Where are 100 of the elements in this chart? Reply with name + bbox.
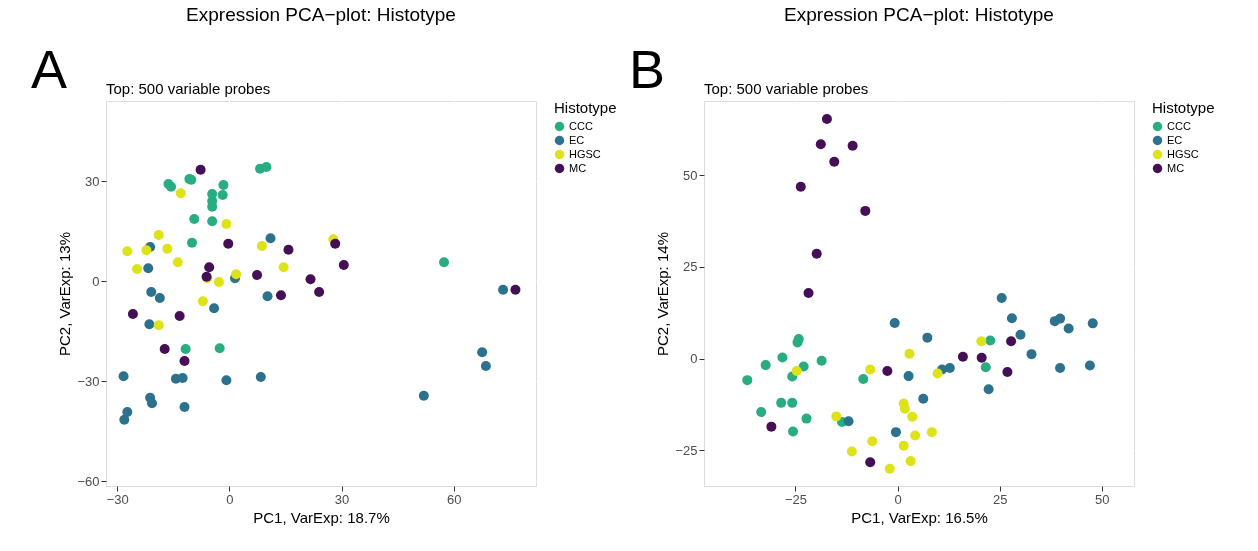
- legend-label: MC: [569, 161, 587, 174]
- point: [119, 414, 130, 425]
- point: [498, 284, 509, 295]
- point: [867, 436, 878, 447]
- point: [756, 407, 767, 417]
- point: [787, 397, 798, 408]
- point: [795, 181, 806, 192]
- point: [884, 463, 895, 474]
- y-tick-label: 30: [85, 173, 100, 189]
- point: [904, 348, 915, 359]
- point: [153, 230, 164, 240]
- point: [127, 309, 138, 319]
- point: [143, 263, 154, 274]
- x-axis-title: PC1, VarExp: 16.5%: [851, 508, 988, 526]
- point: [910, 430, 921, 441]
- point: [922, 332, 933, 343]
- text: A: [31, 39, 68, 99]
- point: [314, 287, 325, 297]
- point: [305, 274, 316, 285]
- point: [821, 113, 832, 124]
- x-axis-title: PC1, VarExp: 18.7%: [253, 508, 390, 526]
- point: [122, 246, 133, 257]
- point: [221, 375, 232, 386]
- x-tick-label: 0: [226, 491, 234, 507]
- point: [926, 427, 937, 438]
- point: [1026, 349, 1037, 360]
- point: [207, 216, 218, 227]
- y-tick-label: −30: [77, 373, 100, 389]
- point: [898, 440, 909, 451]
- point: [766, 421, 777, 432]
- point: [1015, 329, 1026, 340]
- point: [275, 290, 286, 301]
- y-tick-label: 25: [683, 259, 698, 275]
- chart-subtitle: Top: 500 variable probes: [704, 80, 869, 97]
- point: [195, 164, 206, 175]
- point: [776, 397, 787, 408]
- point: [760, 360, 771, 371]
- point: [213, 277, 224, 287]
- legend-label: EC: [1167, 133, 1183, 146]
- point: [1055, 363, 1066, 374]
- chart-subtitle: Top: 500 variable probes: [106, 80, 271, 97]
- point: [154, 293, 165, 303]
- x-tick-label: 25: [992, 491, 1008, 507]
- point: [175, 188, 186, 199]
- point: [1006, 336, 1017, 347]
- legend-label: MC: [1167, 161, 1185, 174]
- point: [217, 190, 228, 200]
- point: [174, 311, 185, 321]
- legend-label: CCC: [1167, 119, 1191, 132]
- point: [907, 411, 918, 422]
- point: [890, 427, 901, 438]
- point: [180, 344, 191, 354]
- point: [439, 257, 450, 268]
- point: [204, 262, 215, 273]
- point: [777, 352, 788, 363]
- point: [146, 398, 157, 409]
- point: [189, 214, 200, 224]
- point: [330, 238, 341, 249]
- point: [976, 336, 987, 347]
- point: [278, 262, 289, 273]
- point: [159, 344, 170, 354]
- point: [815, 139, 826, 150]
- x-tick-label: 0: [894, 491, 902, 507]
- point: [141, 245, 152, 256]
- point: [172, 257, 183, 268]
- point: [153, 320, 164, 331]
- point: [231, 269, 242, 280]
- point: [477, 347, 488, 358]
- point: [209, 303, 220, 314]
- point: [510, 284, 521, 295]
- point: [283, 244, 294, 255]
- point: [918, 393, 929, 404]
- point: [256, 241, 267, 251]
- x-tick-label: 50: [1095, 491, 1110, 507]
- point: [976, 352, 987, 363]
- point: [177, 373, 188, 383]
- point: [118, 371, 129, 382]
- point: [179, 402, 190, 412]
- x-tick-label: 60: [447, 491, 462, 507]
- legend-label: EC: [569, 133, 585, 146]
- point: [265, 233, 276, 244]
- point: [197, 296, 208, 307]
- point: [996, 293, 1007, 304]
- point: [829, 156, 840, 167]
- point: [187, 237, 197, 248]
- point: [221, 219, 232, 229]
- point: [144, 319, 155, 330]
- point: [882, 365, 893, 376]
- point: [803, 287, 814, 298]
- chart-title: Expression PCA−plot: Histotype: [784, 4, 1054, 25]
- point: [846, 446, 857, 457]
- y-tick-label: −60: [77, 473, 100, 489]
- x-tick-label: 30: [334, 491, 350, 507]
- y-axis-title: PC2, VarExp: 14%: [654, 232, 672, 356]
- point: [1084, 360, 1095, 371]
- legend-label: HGSC: [1167, 147, 1199, 160]
- point: [831, 411, 842, 422]
- point: [847, 140, 858, 151]
- point: [843, 416, 854, 427]
- point: [944, 363, 955, 374]
